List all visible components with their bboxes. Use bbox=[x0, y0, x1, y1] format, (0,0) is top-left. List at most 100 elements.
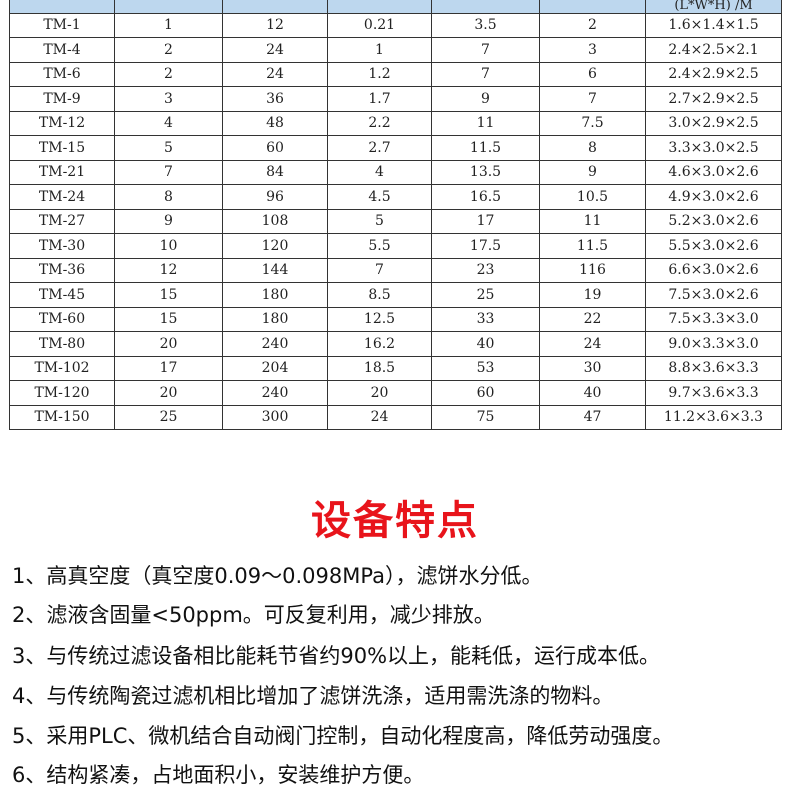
table-cell: 40 bbox=[539, 380, 646, 406]
table-row: TM-9 3 36 1.7 9 7 2.7×2.9×2.5 bbox=[9, 86, 782, 112]
table-cell: 25 bbox=[431, 282, 540, 308]
table-header-row: (L*W*H) /M bbox=[9, 0, 782, 14]
table-cell: 22 bbox=[539, 306, 646, 332]
feature-item: 4、与传统陶瓷过滤机相比增加了滤饼洗涤，适用需洗涤的物料。 bbox=[12, 684, 614, 708]
table-cell: TM-15 bbox=[9, 135, 115, 161]
table-cell: 5.5 bbox=[327, 233, 432, 259]
table-row: TM-4 2 24 1 7 3 2.4×2.5×2.1 bbox=[9, 37, 782, 63]
table-cell: 17 bbox=[431, 208, 540, 234]
table-cell: 240 bbox=[222, 331, 328, 357]
table-cell: 7.5×3.3×3.0 bbox=[645, 306, 782, 332]
table-cell: 11.2×3.6×3.3 bbox=[645, 404, 782, 430]
table-cell: 9.0×3.3×3.0 bbox=[645, 331, 782, 357]
header-cell bbox=[222, 0, 328, 14]
table-row: TM-80 20 240 16.2 40 24 9.0×3.3×3.0 bbox=[9, 331, 782, 357]
section-title: 设备特点 bbox=[311, 498, 479, 544]
table-cell: TM-4 bbox=[9, 37, 115, 63]
table-row: TM-27 9 108 5 17 11 5.2×3.0×2.6 bbox=[9, 208, 782, 234]
table-cell: 17 bbox=[114, 355, 223, 381]
table-cell: 20 bbox=[327, 380, 432, 406]
table-cell: TM-102 bbox=[9, 355, 115, 381]
table-cell: 15 bbox=[114, 306, 223, 332]
table-cell: 30 bbox=[539, 355, 646, 381]
table-cell: 180 bbox=[222, 282, 328, 308]
table-cell: 2 bbox=[114, 61, 223, 87]
table-cell: 33 bbox=[431, 306, 540, 332]
table-cell: 108 bbox=[222, 208, 328, 234]
table-cell: 17.5 bbox=[431, 233, 540, 259]
table-row: TM-15 5 60 2.7 11.5 8 3.3×3.0×2.5 bbox=[9, 135, 782, 161]
feature-item: 3、与传统过滤设备相比能耗节省约90%以上，能耗低，运行成本低。 bbox=[12, 644, 661, 668]
table-cell: 75 bbox=[431, 404, 540, 430]
table-row: TM-21 7 84 4 13.5 9 4.6×3.0×2.6 bbox=[9, 159, 782, 185]
table-cell: TM-9 bbox=[9, 86, 115, 112]
table-cell: 3.3×3.0×2.5 bbox=[645, 135, 782, 161]
table-cell: TM-120 bbox=[9, 380, 115, 406]
table-cell: 8.5 bbox=[327, 282, 432, 308]
table-cell: 3.0×2.9×2.5 bbox=[645, 110, 782, 136]
table-cell: 7 bbox=[431, 61, 540, 87]
table-cell: 8.8×3.6×3.3 bbox=[645, 355, 782, 381]
header-cell bbox=[9, 0, 115, 14]
table-cell: 2 bbox=[539, 12, 646, 38]
table-cell: 6 bbox=[539, 61, 646, 87]
table-cell: 7.5×3.0×2.6 bbox=[645, 282, 782, 308]
table-row: TM-30 10 120 5.5 17.5 11.5 5.5×3.0×2.6 bbox=[9, 233, 782, 259]
table-cell: 4 bbox=[114, 110, 223, 136]
table-cell: 5 bbox=[114, 135, 223, 161]
table-cell: 180 bbox=[222, 306, 328, 332]
table-cell: 9 bbox=[114, 208, 223, 234]
table-cell: 5 bbox=[327, 208, 432, 234]
table-cell: 240 bbox=[222, 380, 328, 406]
table-cell: 12 bbox=[222, 12, 328, 38]
table-cell: TM-80 bbox=[9, 331, 115, 357]
table-cell: 9 bbox=[539, 159, 646, 185]
table-cell: 11 bbox=[431, 110, 540, 136]
table-cell: 7 bbox=[327, 257, 432, 283]
table-cell: TM-6 bbox=[9, 61, 115, 87]
table-cell: 10.5 bbox=[539, 184, 646, 210]
table-cell: 144 bbox=[222, 257, 328, 283]
header-cell bbox=[539, 0, 646, 14]
table-cell: 7 bbox=[539, 86, 646, 112]
table-cell: 36 bbox=[222, 86, 328, 112]
header-cell bbox=[431, 0, 540, 14]
table-cell: 25 bbox=[114, 404, 223, 430]
table-cell: 5.2×3.0×2.6 bbox=[645, 208, 782, 234]
table-cell: 1 bbox=[327, 37, 432, 63]
table-cell: 8 bbox=[539, 135, 646, 161]
table-cell: 3.5 bbox=[431, 12, 540, 38]
table-cell: 9 bbox=[431, 86, 540, 112]
table-row: TM-12 4 48 2.2 11 7.5 3.0×2.9×2.5 bbox=[9, 110, 782, 136]
table-cell: 11.5 bbox=[431, 135, 540, 161]
table-cell: 8 bbox=[114, 184, 223, 210]
table-cell: 16.5 bbox=[431, 184, 540, 210]
table-cell: TM-30 bbox=[9, 233, 115, 259]
table-cell: 120 bbox=[222, 233, 328, 259]
table-cell: 7.5 bbox=[539, 110, 646, 136]
table-cell: TM-45 bbox=[9, 282, 115, 308]
header-cell-dimensions: (L*W*H) /M bbox=[645, 0, 782, 14]
table-cell: TM-24 bbox=[9, 184, 115, 210]
table-cell: 15 bbox=[114, 282, 223, 308]
table-cell: 48 bbox=[222, 110, 328, 136]
feature-item: 5、采用PLC、微机结合自动阀门控制，自动化程度高，降低劳动强度。 bbox=[12, 724, 674, 748]
table-row: TM-120 20 240 20 60 40 9.7×3.6×3.3 bbox=[9, 380, 782, 406]
table-cell: 4.5 bbox=[327, 184, 432, 210]
table-cell: TM-12 bbox=[9, 110, 115, 136]
table-cell: 84 bbox=[222, 159, 328, 185]
table-row: TM-36 12 144 7 23 116 6.6×3.0×2.6 bbox=[9, 257, 782, 283]
table-cell: 96 bbox=[222, 184, 328, 210]
table-cell: 11.5 bbox=[539, 233, 646, 259]
table-cell: 4.9×3.0×2.6 bbox=[645, 184, 782, 210]
table-row: TM-60 15 180 12.5 33 22 7.5×3.3×3.0 bbox=[9, 306, 782, 332]
table-cell: 10 bbox=[114, 233, 223, 259]
table-cell: 24 bbox=[222, 61, 328, 87]
table-cell: 5.5×3.0×2.6 bbox=[645, 233, 782, 259]
table-row: TM-24 8 96 4.5 16.5 10.5 4.9×3.0×2.6 bbox=[9, 184, 782, 210]
table-cell: 60 bbox=[431, 380, 540, 406]
table-cell: 20 bbox=[114, 331, 223, 357]
table-cell: 16.2 bbox=[327, 331, 432, 357]
table-cell: 1.6×1.4×1.5 bbox=[645, 12, 782, 38]
table-cell: 19 bbox=[539, 282, 646, 308]
